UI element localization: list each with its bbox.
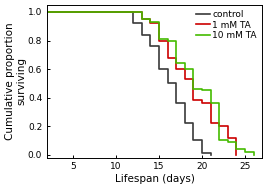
control (209, 153, 212, 156)
control (149, 34, 152, 36)
1 mM TA (166, 57, 169, 59)
10 mM TA (235, 148, 238, 150)
control (132, 22, 135, 25)
control (192, 122, 195, 124)
10 mM TA (149, 21, 152, 23)
1 mM TA (192, 78, 195, 80)
10 mM TA (218, 139, 221, 142)
1 mM TA (235, 136, 238, 139)
control (123, 11, 126, 13)
10 mM TA (149, 18, 152, 20)
control (45, 11, 49, 13)
1 mM TA (132, 11, 135, 13)
1 mM TA (226, 125, 229, 127)
control (192, 139, 195, 142)
control (166, 82, 169, 84)
10 mM TA (140, 11, 143, 13)
10 mM TA (183, 62, 186, 64)
10 mM TA (218, 102, 221, 105)
10 mM TA (175, 62, 178, 64)
1 mM TA (226, 136, 229, 139)
control (157, 68, 160, 70)
1 mM TA (45, 11, 49, 13)
1 mM TA (192, 99, 195, 101)
control (132, 11, 135, 13)
control (200, 152, 203, 154)
1 mM TA (209, 122, 212, 124)
10 mM TA (252, 153, 255, 156)
control (209, 152, 212, 154)
Line: 10 mM TA: 10 mM TA (47, 12, 254, 155)
10 mM TA (209, 102, 212, 105)
1 mM TA (200, 99, 203, 101)
1 mM TA (175, 57, 178, 59)
10 mM TA (157, 38, 160, 40)
10 mM TA (132, 11, 135, 13)
1 mM TA (132, 11, 135, 13)
control (175, 82, 178, 84)
Line: 1 mM TA: 1 mM TA (47, 12, 236, 155)
1 mM TA (183, 68, 186, 70)
1 mM TA (209, 102, 212, 105)
control (123, 11, 126, 13)
control (140, 22, 143, 25)
control (157, 45, 160, 47)
10 mM TA (200, 89, 203, 92)
10 mM TA (157, 21, 160, 23)
1 mM TA (235, 153, 238, 156)
X-axis label: Lifespan (days): Lifespan (days) (115, 174, 195, 184)
10 mM TA (166, 38, 169, 40)
10 mM TA (132, 11, 135, 13)
Y-axis label: Cumulative proportion
surviving: Cumulative proportion surviving (5, 22, 26, 140)
Legend: control, 1 mM TA, 10 mM TA: control, 1 mM TA, 10 mM TA (195, 9, 258, 41)
10 mM TA (243, 151, 246, 153)
10 mM TA (183, 68, 186, 70)
control (166, 68, 169, 70)
10 mM TA (45, 11, 49, 13)
10 mM TA (209, 89, 212, 92)
1 mM TA (140, 11, 143, 13)
1 mM TA (157, 39, 160, 42)
1 mM TA (183, 78, 186, 80)
control (183, 102, 186, 105)
control (200, 139, 203, 142)
10 mM TA (200, 88, 203, 90)
control (149, 45, 152, 47)
10 mM TA (140, 18, 143, 20)
10 mM TA (235, 141, 238, 143)
1 mM TA (140, 18, 143, 20)
1 mM TA (149, 18, 152, 20)
control (140, 34, 143, 36)
1 mM TA (218, 125, 221, 127)
control (175, 102, 178, 105)
Line: control: control (47, 12, 210, 155)
10 mM TA (175, 39, 178, 42)
10 mM TA (252, 151, 255, 153)
10 mM TA (243, 148, 246, 150)
10 mM TA (192, 88, 195, 90)
10 mM TA (226, 139, 229, 142)
1 mM TA (166, 39, 169, 42)
10 mM TA (166, 39, 169, 42)
1 mM TA (218, 122, 221, 124)
control (183, 122, 186, 124)
1 mM TA (175, 68, 178, 70)
10 mM TA (226, 141, 229, 143)
10 mM TA (192, 68, 195, 70)
1 mM TA (149, 22, 152, 25)
1 mM TA (200, 102, 203, 105)
1 mM TA (157, 22, 160, 25)
